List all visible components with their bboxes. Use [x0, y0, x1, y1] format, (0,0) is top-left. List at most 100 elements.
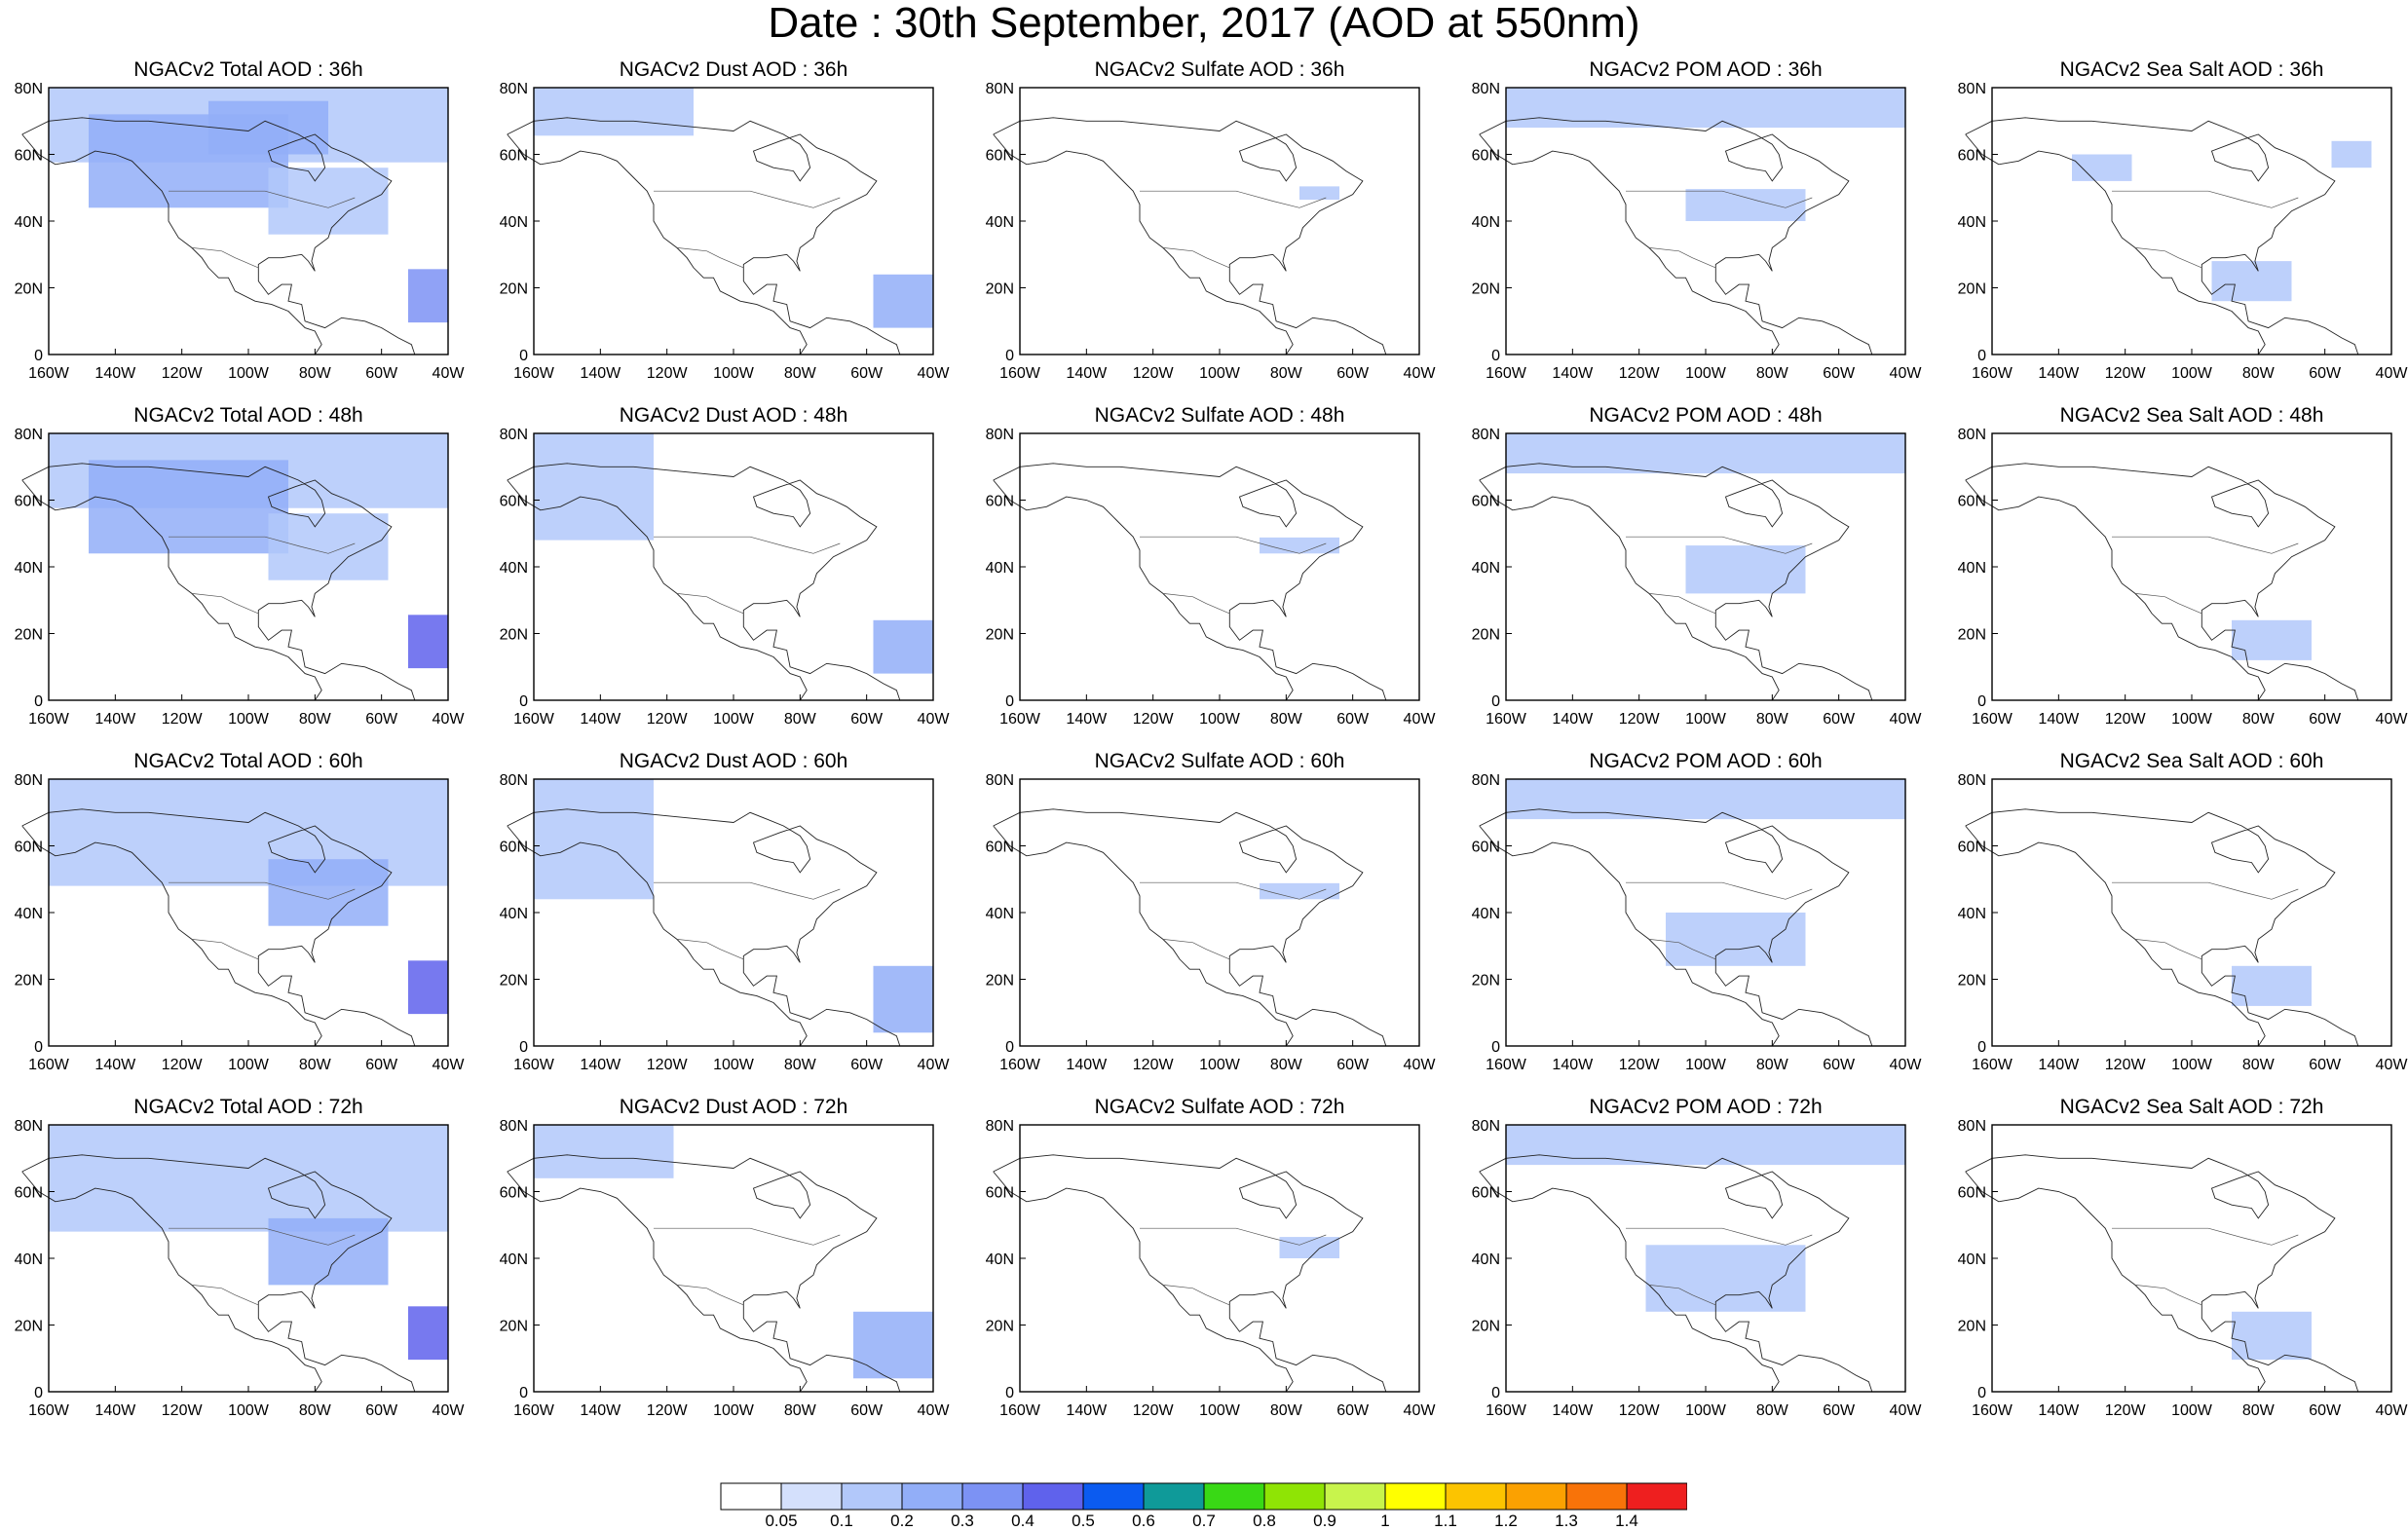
country-border — [169, 190, 356, 269]
coastline — [1965, 808, 2359, 1047]
colorbar-label: 0.8 — [1253, 1512, 1276, 1529]
map-plot: 160W 140W 120W 100W 80W 60W 40W 80N 60N 40N 20N 0 — [15, 772, 466, 1073]
y-tick-label: 0 — [519, 348, 528, 364]
panel-title: NGACv2 Sea Salt AOD : 72h — [2059, 1096, 2324, 1118]
y-tick-label: 80N — [15, 81, 43, 97]
y-tick-label: 60N — [1958, 840, 1986, 856]
x-tick-label: 80W — [1270, 711, 1303, 728]
x-tick-label: 120W — [2105, 711, 2147, 728]
y-tick-label: 40N — [500, 1251, 528, 1268]
x-tick-label: 120W — [647, 711, 689, 728]
aod-region — [1279, 1237, 1339, 1258]
x-tick-label: 40W — [2376, 1402, 2408, 1419]
colorbar-label: 1 — [1380, 1512, 1389, 1529]
x-tick-label: 60W — [1823, 1057, 1856, 1073]
country-border — [654, 881, 841, 960]
x-tick-label: 160W — [1486, 1057, 1527, 1073]
panel-title: NGACv2 POM AOD : 72h — [1589, 1096, 1823, 1118]
x-tick-label: 80W — [299, 1402, 332, 1419]
coastline — [993, 463, 1387, 701]
aod-region — [1506, 433, 1905, 474]
y-tick-label: 20N — [500, 973, 528, 990]
country-border — [1626, 1227, 1813, 1306]
colorbar-swatch — [1203, 1482, 1265, 1511]
y-tick-label: 20N — [986, 281, 1014, 298]
x-tick-label: 40W — [433, 365, 466, 382]
x-tick-label: 160W — [1972, 365, 2013, 382]
x-tick-label: 160W — [28, 1402, 70, 1419]
aod-shading — [2232, 965, 2312, 1006]
x-tick-label: 40W — [1890, 711, 1923, 728]
y-tick-label: 0 — [1005, 1385, 1014, 1401]
coastline — [507, 1154, 901, 1393]
x-tick-label: 100W — [1199, 1402, 1241, 1419]
aod-shading — [534, 779, 933, 1033]
aod-region — [2331, 140, 2372, 168]
country-border — [654, 190, 841, 269]
aod-colorbar: 0.05 0.1 0.2 0.3 0.4 0.5 0.6 0.7 0.8 0.9 1 1.1 1.2 1.… — [720, 1482, 1687, 1529]
y-tick-label: 40N — [15, 560, 43, 577]
aod-region — [2232, 965, 2312, 1006]
y-tick-label: 20N — [1472, 973, 1500, 990]
map-plot: 160W 140W 120W 100W 80W 60W 40W 80N 60N 40N 20N 0 — [986, 81, 1437, 382]
country-border — [1140, 1227, 1327, 1306]
aod-shading — [1260, 882, 1339, 900]
panel-title: NGACv2 Sea Salt AOD : 60h — [2059, 750, 2324, 772]
y-tick-label: 0 — [34, 1039, 43, 1056]
y-tick-label: 20N — [986, 627, 1014, 644]
colorbar-swatch — [1082, 1482, 1145, 1511]
x-tick-label: 140W — [1552, 711, 1594, 728]
colorbar-label: 0.7 — [1192, 1512, 1216, 1529]
panel-title: NGACv2 Dust AOD : 36h — [619, 58, 848, 81]
x-tick-label: 120W — [1619, 365, 1661, 382]
y-tick-label: 60N — [500, 840, 528, 856]
x-tick-label: 100W — [713, 1402, 755, 1419]
x-tick-label: 140W — [94, 1057, 136, 1073]
x-tick-label: 140W — [94, 365, 136, 382]
colorbar-swatch — [1626, 1482, 1687, 1511]
y-tick-label: 40N — [1958, 214, 1986, 231]
x-tick-label: 120W — [1133, 365, 1175, 382]
y-tick-label: 20N — [986, 1319, 1014, 1335]
colorbar-label: 1.1 — [1434, 1512, 1457, 1529]
panel-title: NGACv2 Sulfate AOD : 48h — [1094, 404, 1345, 427]
x-tick-label: 60W — [365, 711, 398, 728]
map-plot: 160W 140W 120W 100W 80W 60W 40W 80N 60N 40N 20N 0 — [15, 427, 466, 728]
x-tick-label: 140W — [2038, 711, 2080, 728]
x-tick-label: 40W — [433, 1402, 466, 1419]
aod-shading — [1260, 537, 1339, 554]
country-border — [654, 1227, 841, 1306]
x-tick-label: 60W — [850, 1402, 884, 1419]
x-tick-label: 160W — [999, 1402, 1041, 1419]
x-tick-label: 140W — [580, 711, 621, 728]
panel-title: NGACv2 POM AOD : 36h — [1589, 58, 1823, 81]
aod-shading — [49, 433, 448, 669]
x-tick-label: 60W — [850, 711, 884, 728]
x-tick-label: 120W — [162, 711, 204, 728]
x-tick-label: 120W — [647, 1057, 689, 1073]
y-tick-label: 20N — [1958, 1319, 1986, 1335]
y-tick-label: 40N — [986, 906, 1014, 922]
y-tick-label: 20N — [500, 627, 528, 644]
colorbar-label: 0.5 — [1072, 1512, 1095, 1529]
aod-region — [49, 1125, 448, 1232]
x-tick-label: 160W — [999, 365, 1041, 382]
x-tick-label: 40W — [918, 365, 951, 382]
colorbar-label: 1.4 — [1615, 1512, 1638, 1529]
x-tick-label: 60W — [1336, 365, 1370, 382]
y-tick-label: 40N — [986, 560, 1014, 577]
x-tick-label: 160W — [1972, 1057, 2013, 1073]
aod-region — [1645, 1245, 1806, 1312]
y-tick-label: 20N — [15, 1319, 43, 1335]
x-tick-label: 160W — [513, 365, 555, 382]
y-tick-label: 20N — [15, 973, 43, 990]
y-tick-label: 0 — [34, 1385, 43, 1401]
coastline — [993, 808, 1387, 1047]
colorbar-swatch — [1565, 1482, 1628, 1511]
map-panel: NGACv2 Dust AOD : 48h 160W 140W 120W 100W 80W… — [495, 404, 951, 728]
x-tick-label: 160W — [513, 711, 555, 728]
x-tick-label: 120W — [1619, 1402, 1661, 1419]
y-tick-label: 0 — [1005, 1039, 1014, 1056]
aod-region — [1260, 537, 1339, 554]
x-tick-label: 120W — [1133, 1402, 1175, 1419]
